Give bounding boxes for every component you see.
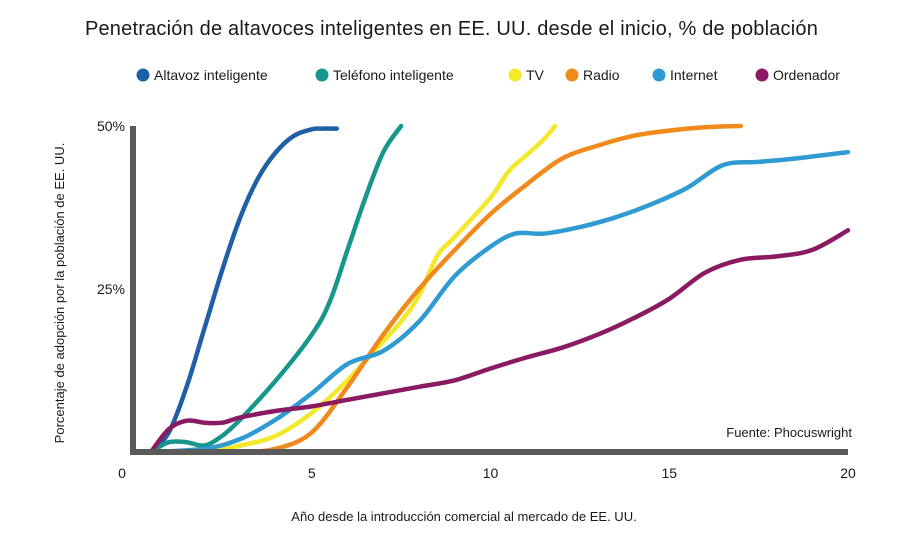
x-tick-label: 15 xyxy=(661,465,677,481)
y-tick-label: 25% xyxy=(97,281,125,297)
legend-marker-tv xyxy=(508,68,522,82)
y-axis-label: Porcentaje de adopción por la población … xyxy=(52,143,67,444)
legend-marker-internet xyxy=(652,68,666,82)
series-line-ordenador xyxy=(148,228,851,455)
x-tick-label: 20 xyxy=(840,465,856,481)
series-line-telefono-inteligente xyxy=(148,123,404,455)
x-axis-label: Año desde la introducción comercial al m… xyxy=(291,509,636,524)
legend-label-ordenador: Ordenador xyxy=(773,67,840,83)
legend-label-internet: Internet xyxy=(670,67,718,83)
legend-label-radio: Radio xyxy=(583,67,620,83)
x-ticks: 0 5 10 15 20 xyxy=(118,465,856,481)
legend-marker-telefono-inteligente xyxy=(315,68,329,82)
series-line-tv xyxy=(148,123,558,455)
legend-marker-ordenador xyxy=(755,68,769,82)
legend-label-altavoz-inteligente: Altavoz inteligente xyxy=(154,67,268,83)
y-tick-label: 50% xyxy=(97,118,125,134)
series-line-altavoz-inteligente xyxy=(148,126,340,455)
x-tick-label: 5 xyxy=(308,465,316,481)
legend-marker-radio xyxy=(565,68,579,82)
legend-label-tv: TV xyxy=(526,67,545,83)
series-group xyxy=(148,123,851,455)
source-annotation: Fuente: Phocuswright xyxy=(726,425,852,440)
legend-marker-altavoz-inteligente xyxy=(136,68,150,82)
y-ticks: 25% 50% xyxy=(97,118,125,297)
x-tick-label: 0 xyxy=(118,465,126,481)
series-line-internet xyxy=(148,149,851,455)
x-tick-label: 10 xyxy=(483,465,499,481)
legend-label-telefono-inteligente: Teléfono inteligente xyxy=(333,67,454,83)
legend: Altavoz inteligente Teléfono inteligente T… xyxy=(136,67,840,83)
chart-title: Penetración de altavoces inteligentes en… xyxy=(84,18,819,40)
